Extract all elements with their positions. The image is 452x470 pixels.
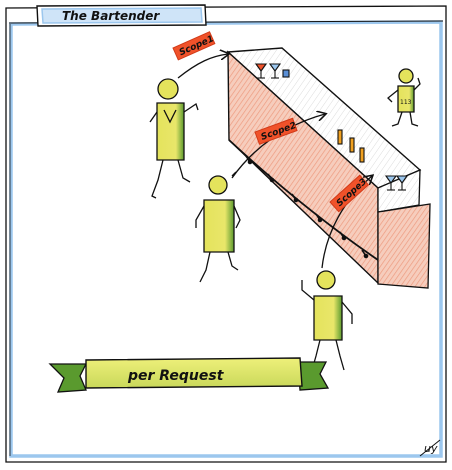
title-tab: The Bartender	[36, 4, 207, 27]
banner: per Request	[48, 357, 330, 393]
scope-2-request: Scope2	[231, 114, 325, 179]
bar-counter	[226, 47, 431, 289]
cocktail-glass-icon	[268, 63, 282, 79]
bar-stools	[245, 155, 369, 259]
drinks	[254, 63, 409, 191]
page-title: The Bartender	[62, 9, 160, 23]
signature: uy	[419, 439, 441, 457]
bottle-icon	[349, 137, 355, 153]
bartender-badge: 113	[400, 99, 412, 106]
scope-1-request: Scope1	[172, 31, 228, 79]
customer-figure	[149, 78, 199, 199]
banner-text: per Request	[127, 368, 225, 384]
bottle-icon	[359, 147, 365, 163]
cocktail-glass-icon	[384, 175, 398, 191]
customer-figure	[301, 270, 353, 371]
cocktail-glass-icon	[254, 63, 268, 79]
tumbler-glass-icon	[282, 69, 290, 78]
bartender-figure: 113	[387, 68, 421, 127]
customer-figure	[195, 171, 241, 283]
bottle-icon	[337, 129, 343, 145]
artist-signature: uy	[424, 442, 438, 455]
cocktail-glass-icon	[395, 175, 409, 191]
